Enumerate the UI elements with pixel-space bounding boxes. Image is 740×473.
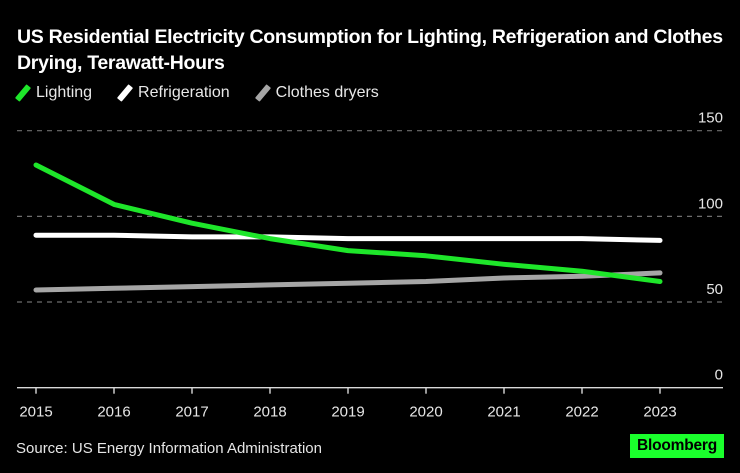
legend: Lighting Refrigeration Clothes dryers (14, 84, 403, 102)
x-tick-label: 2020 (409, 404, 442, 421)
source-note: Source: US Energy Information Administra… (16, 440, 322, 457)
y-tick-label: 0 (715, 367, 723, 384)
series-line-lighting (33, 162, 663, 284)
x-tick-label: 2019 (331, 404, 364, 421)
legend-label-refrigeration: Refrigeration (138, 84, 230, 101)
x-tick-label: 2023 (643, 404, 676, 421)
x-tick-label: 2022 (565, 404, 598, 421)
x-tick-label: 2021 (487, 404, 520, 421)
bloomberg-logo: Bloomberg (630, 434, 724, 458)
x-tick-label: 2015 (19, 404, 52, 421)
legend-item-refrigeration: Refrigeration (116, 84, 230, 102)
series-line-refrigeration (33, 232, 663, 243)
series-line-clothes-dryers (33, 270, 663, 293)
x-axis: 2015 2016 2017 2018 2019 2020 2021 2022 2023 (17, 387, 723, 421)
gridlines (17, 130, 723, 303)
y-tick-label: 150 (698, 110, 723, 127)
y-tick-label: 100 (698, 195, 723, 212)
legend-label-lighting: Lighting (36, 84, 93, 101)
chart-title: US Residential Electricity Consumption f… (17, 26, 723, 74)
legend-label-clothes-dryers: Clothes dryers (275, 84, 379, 101)
x-tick-label: 2018 (253, 404, 286, 421)
x-tick-label: 2016 (97, 404, 130, 421)
y-tick-label: 50 (706, 281, 723, 298)
legend-item-clothes-dryers: Clothes dryers (254, 84, 379, 102)
y-axis-labels: 0 50 100 150 (698, 110, 723, 384)
legend-item-lighting: Lighting (14, 84, 92, 102)
series-lines (33, 162, 663, 293)
x-tick-label: 2017 (175, 404, 208, 421)
